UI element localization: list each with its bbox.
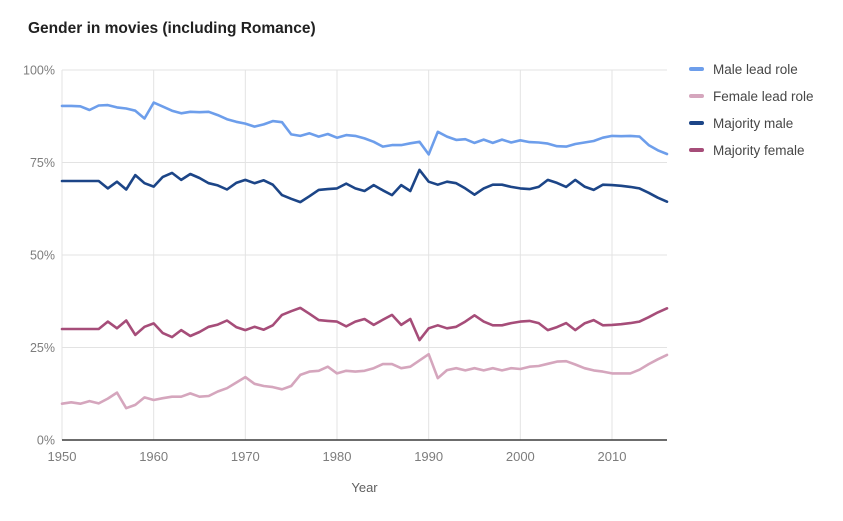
y-tick-label-75: 75% xyxy=(30,156,55,170)
legend-item-majority-male: Majority male xyxy=(689,115,814,131)
x-axis-title: Year xyxy=(351,480,378,495)
y-tick-label-100: 100% xyxy=(23,64,55,78)
x-tick-label-2010: 2010 xyxy=(598,449,627,464)
legend-label: Female lead role xyxy=(713,88,814,104)
series-line-majority-male xyxy=(60,168,669,204)
chart-title: Gender in movies (including Romance) xyxy=(28,20,316,37)
x-tick-label-1980: 1980 xyxy=(323,449,352,464)
legend-item-female-lead-role: Female lead role xyxy=(689,88,814,104)
series-line-male-lead-role xyxy=(60,101,669,156)
x-tick-label-1950: 1950 xyxy=(48,449,77,464)
legend-swatch-icon xyxy=(689,120,704,126)
y-tick-label-50: 50% xyxy=(30,249,55,263)
x-tick-label-1960: 1960 xyxy=(139,449,168,464)
legend-label: Male lead role xyxy=(713,61,798,77)
legend-item-majority-female: Majority female xyxy=(689,142,814,158)
legend-item-male-lead-role: Male lead role xyxy=(689,61,814,77)
y-tick-label-25: 25% xyxy=(30,341,55,355)
legend-swatch-icon xyxy=(689,93,704,99)
legend-swatch-icon xyxy=(689,147,704,153)
x-tick-label-2000: 2000 xyxy=(506,449,535,464)
x-tick-label-1970: 1970 xyxy=(231,449,260,464)
y-tick-label-0: 0% xyxy=(37,434,55,448)
legend: Male lead role Female lead role Majority… xyxy=(689,61,814,158)
legend-swatch-icon xyxy=(689,66,704,72)
x-tick-label-1990: 1990 xyxy=(414,449,443,464)
legend-label: Majority female xyxy=(713,142,805,158)
series-line-majority-female xyxy=(60,306,669,342)
legend-label: Majority male xyxy=(713,115,794,131)
series-line-female-lead-role xyxy=(60,352,669,410)
